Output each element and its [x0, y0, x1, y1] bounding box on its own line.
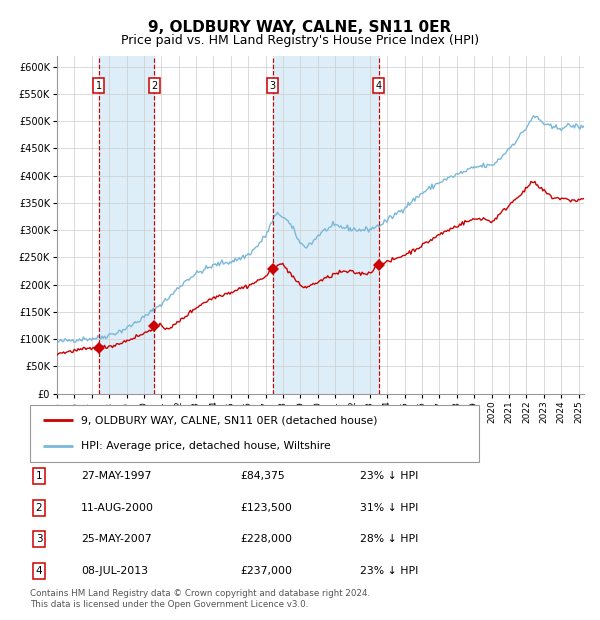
- Text: 2: 2: [35, 503, 43, 513]
- Text: 23% ↓ HPI: 23% ↓ HPI: [360, 471, 418, 481]
- Text: £84,375: £84,375: [240, 471, 285, 481]
- Text: 23% ↓ HPI: 23% ↓ HPI: [360, 566, 418, 576]
- Text: 4: 4: [35, 566, 43, 576]
- Text: 9, OLDBURY WAY, CALNE, SN11 0ER (detached house): 9, OLDBURY WAY, CALNE, SN11 0ER (detache…: [81, 415, 377, 425]
- Text: Contains HM Land Registry data © Crown copyright and database right 2024.
This d: Contains HM Land Registry data © Crown c…: [30, 590, 370, 609]
- Text: £123,500: £123,500: [240, 503, 292, 513]
- Text: 31% ↓ HPI: 31% ↓ HPI: [360, 503, 418, 513]
- Bar: [272, 56, 379, 394]
- Text: 9, OLDBURY WAY, CALNE, SN11 0ER: 9, OLDBURY WAY, CALNE, SN11 0ER: [148, 20, 452, 35]
- Text: 3: 3: [35, 534, 43, 544]
- Text: 08-JUL-2013: 08-JUL-2013: [81, 566, 148, 576]
- Text: 4: 4: [376, 81, 382, 91]
- Text: HPI: Average price, detached house, Wiltshire: HPI: Average price, detached house, Wilt…: [81, 441, 331, 451]
- Text: 1: 1: [35, 471, 43, 481]
- Text: Price paid vs. HM Land Registry's House Price Index (HPI): Price paid vs. HM Land Registry's House …: [121, 35, 479, 47]
- Bar: [99, 56, 154, 394]
- Text: £237,000: £237,000: [240, 566, 292, 576]
- Text: £228,000: £228,000: [240, 534, 292, 544]
- Text: 11-AUG-2000: 11-AUG-2000: [81, 503, 154, 513]
- Text: 25-MAY-2007: 25-MAY-2007: [81, 534, 152, 544]
- Text: 2: 2: [151, 81, 157, 91]
- FancyBboxPatch shape: [30, 405, 479, 462]
- Text: 3: 3: [269, 81, 275, 91]
- Text: 1: 1: [95, 81, 102, 91]
- Text: 27-MAY-1997: 27-MAY-1997: [81, 471, 151, 481]
- Text: 28% ↓ HPI: 28% ↓ HPI: [360, 534, 418, 544]
